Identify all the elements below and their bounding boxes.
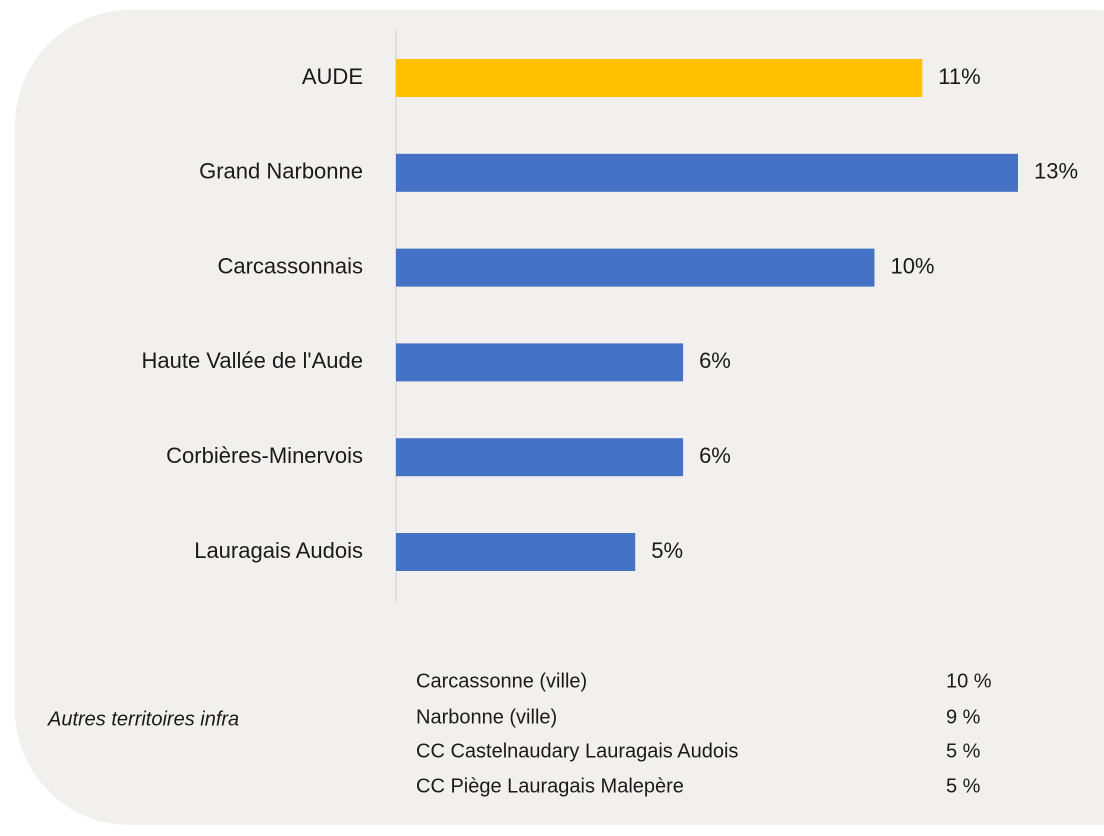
table-value: 5 % [946,740,981,762]
table-name: CC Piège Lauragais Malepère [416,775,684,797]
table-value: 10 % [946,670,992,692]
value-label: 6% [699,443,731,468]
bar [396,343,684,382]
bar [396,248,875,287]
value-label: 6% [699,348,731,373]
bar [396,533,636,571]
category-label: Carcassonnais [217,253,363,278]
bar [396,438,684,477]
category-label: AUDE [302,64,363,89]
table-label: Autres territoires infra [47,708,239,730]
table-name: Carcassonne (ville) [416,670,587,692]
category-label: Haute Vallée de l'Aude [141,348,363,373]
category-label: Lauragais Audois [194,538,363,563]
bar [396,153,1018,192]
value-label: 5% [651,538,683,563]
value-label: 11% [938,64,980,89]
category-label: Corbières-Minervois [166,443,363,468]
value-label: 13% [1034,159,1078,184]
background-panel [15,10,1104,825]
category-label: Grand Narbonne [199,159,363,184]
table-value: 9 % [946,706,981,728]
table-name: Narbonne (ville) [416,706,557,728]
value-label: 10% [890,253,934,278]
table-value: 5 % [946,775,981,797]
bar [396,59,923,97]
table-name: CC Castelnaudary Lauragais Audois [416,740,738,762]
